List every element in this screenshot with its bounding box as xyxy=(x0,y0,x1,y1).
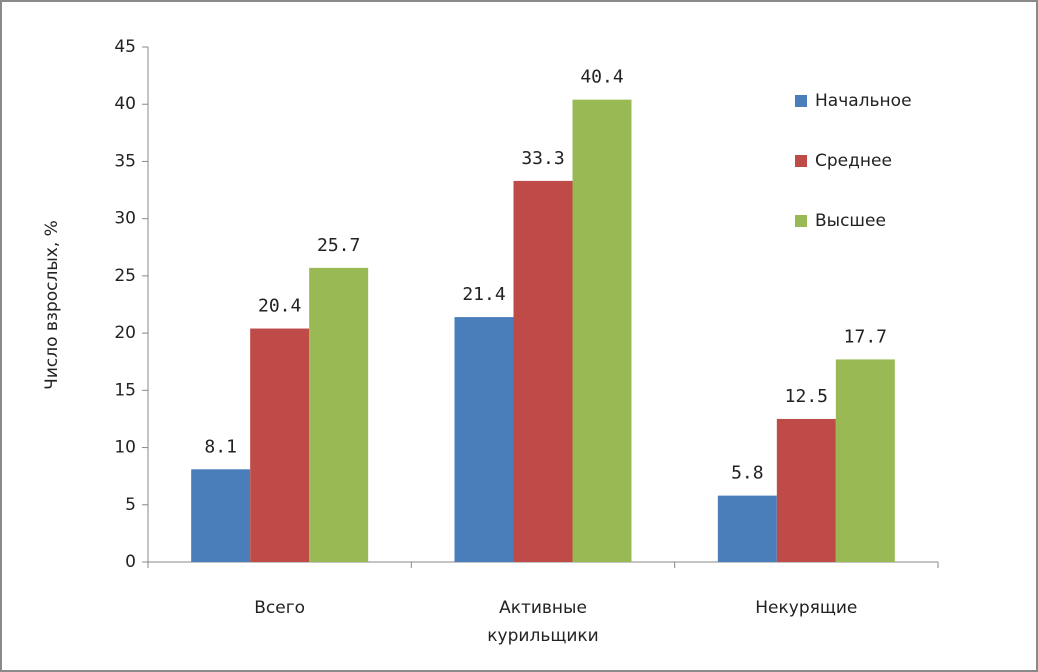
legend-label: Среднее xyxy=(815,151,892,171)
y-axis-label: Число взрослых, % xyxy=(42,220,62,390)
x-tick-label: Всего xyxy=(254,598,305,618)
bar xyxy=(776,418,836,562)
y-tick-label: 0 xyxy=(125,552,136,572)
data-label: 40.4 xyxy=(580,67,623,88)
data-label: 21.4 xyxy=(462,284,505,305)
data-label: 12.5 xyxy=(785,386,828,407)
bar xyxy=(454,317,514,562)
y-tick-label: 45 xyxy=(114,37,136,57)
bar xyxy=(309,267,369,562)
data-label: 5.8 xyxy=(731,463,764,484)
bar xyxy=(835,359,895,562)
legend-label: Начальное xyxy=(815,91,912,111)
legend-swatch xyxy=(795,95,807,107)
y-tick-label: 20 xyxy=(114,323,136,343)
y-tick-label: 25 xyxy=(114,266,136,286)
data-label: 33.3 xyxy=(521,148,564,169)
bar xyxy=(191,469,251,562)
y-tick-label: 40 xyxy=(114,94,136,114)
data-label: 20.4 xyxy=(258,296,301,317)
y-tick-label: 35 xyxy=(114,151,136,171)
y-tick-label: 15 xyxy=(114,380,136,400)
bar xyxy=(250,328,310,562)
bar xyxy=(572,99,632,563)
bar xyxy=(513,180,573,562)
legend-swatch xyxy=(795,155,807,167)
x-tick-label: Некурящие xyxy=(755,598,857,618)
legend-label: Высшее xyxy=(815,211,886,231)
y-tick-label: 5 xyxy=(125,495,136,515)
y-tick-label: 30 xyxy=(114,209,136,229)
y-tick-label: 10 xyxy=(114,438,136,458)
data-label: 25.7 xyxy=(317,235,360,256)
legend-swatch xyxy=(795,215,807,227)
data-label: 17.7 xyxy=(844,326,887,347)
bar xyxy=(717,495,777,562)
data-label: 8.1 xyxy=(204,436,237,457)
x-tick-label: Активные курильщики xyxy=(487,598,598,646)
